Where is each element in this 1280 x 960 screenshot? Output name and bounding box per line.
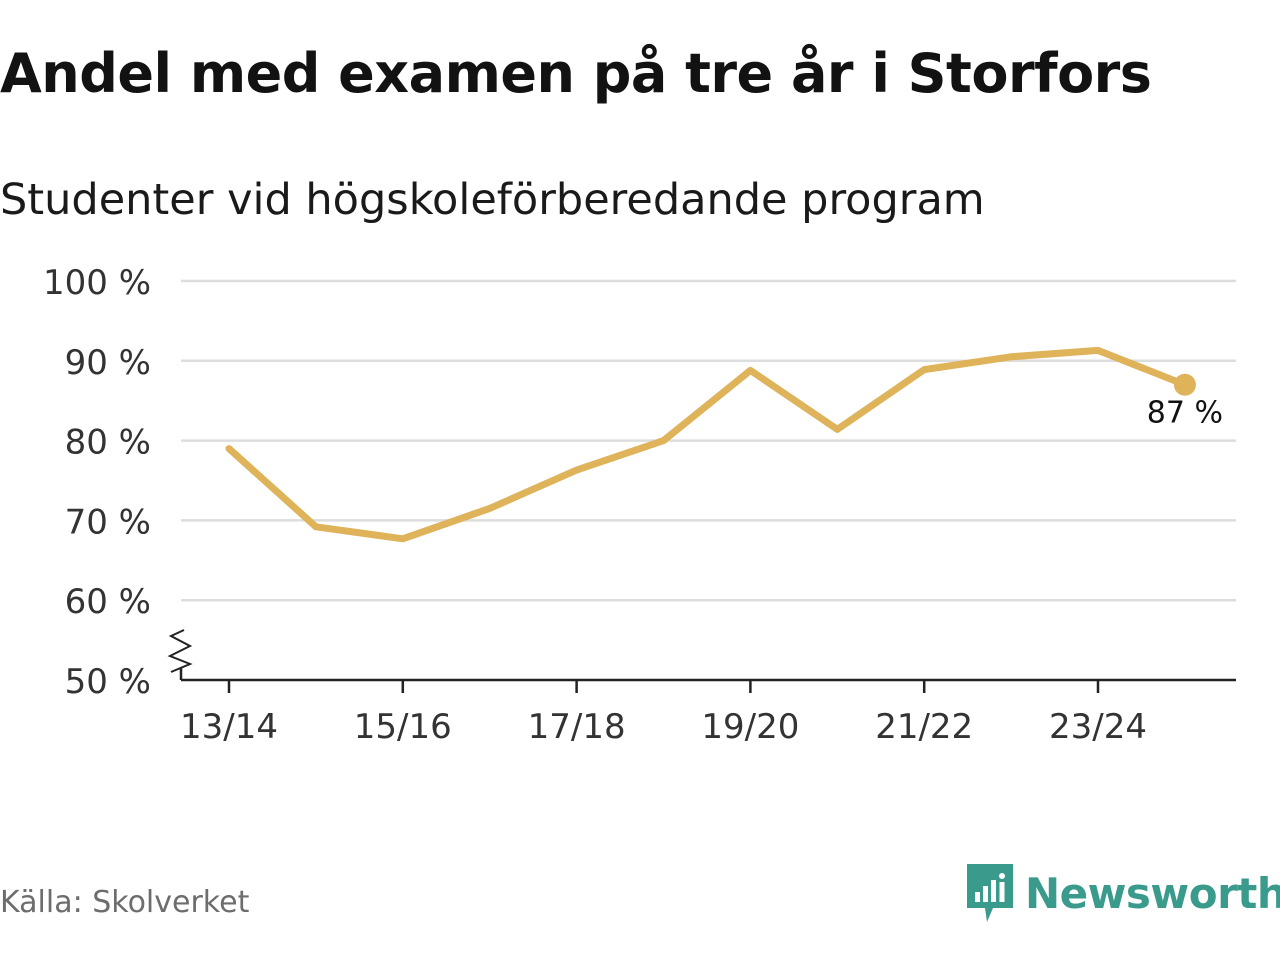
series: 87 %: [225, 346, 1223, 543]
grid-lines: [181, 279, 1236, 602]
y-tick-label: 50 %: [65, 662, 151, 702]
x-tick-label: 19/20: [701, 707, 799, 747]
end-point-marker: [1173, 373, 1196, 396]
brand-name: Newsworthy: [1025, 868, 1280, 918]
x-tick-label: 15/16: [354, 707, 452, 747]
x-axis-ticks: 13/14 15/16 17/18 19/20 21/22 23/24: [180, 680, 1147, 747]
axis-break-icon: [167, 629, 193, 673]
x-tick-label: 13/14: [180, 707, 278, 747]
brand-logo[interactable]: Newsworthy: [965, 862, 1280, 924]
y-tick-label: 60 %: [65, 582, 151, 622]
x-tick-label: 23/24: [1049, 707, 1147, 747]
y-tick-label: 70 %: [65, 502, 151, 542]
x-axis: [167, 629, 1236, 682]
chart-subtitle: Studenter vid högskoleförberedande progr…: [0, 175, 985, 225]
y-tick-label: 80 %: [65, 423, 151, 463]
y-tick-label: 100 %: [43, 263, 151, 303]
chart-title: Andel med examen på tre år i Storfors: [0, 42, 1152, 105]
source-label: Källa: Skolverket: [0, 885, 250, 920]
series-line: [225, 346, 1189, 543]
y-tick-label: 90 %: [65, 343, 151, 383]
end-value-label: 87 %: [1147, 396, 1223, 431]
x-tick-label: 17/18: [528, 707, 626, 747]
newsworthy-icon: [967, 864, 1013, 922]
y-axis-ticks: 50 % 60 % 70 % 80 % 90 % 100 %: [43, 263, 151, 702]
x-tick-label: 21/22: [875, 707, 973, 747]
